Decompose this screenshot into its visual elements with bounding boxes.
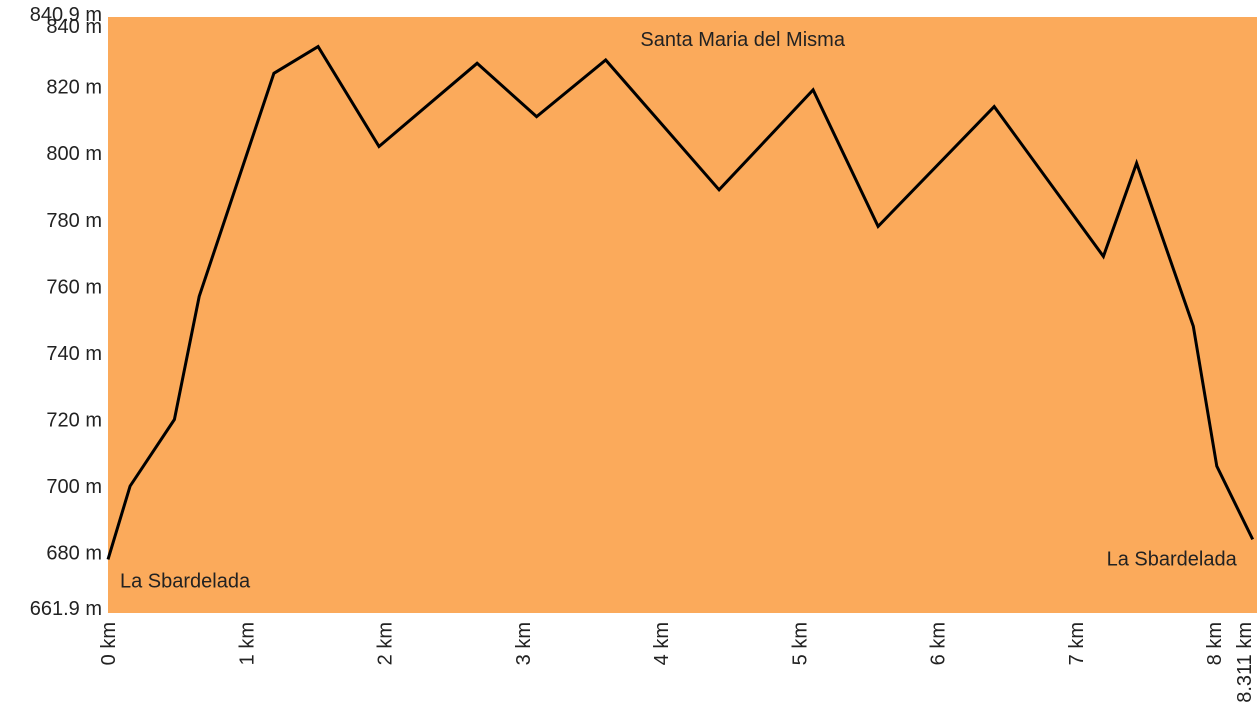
- x-tick-label: 0 km: [98, 622, 120, 665]
- y-tick-label: 680 m: [46, 543, 102, 565]
- place-label: La Sbardelada: [120, 570, 251, 592]
- x-axis-ticks: 0 km 1 km 2 km 3 km 4 km 5 km 6 km 7 km 8 km 8.31…: [98, 622, 1256, 703]
- plot-area: [108, 17, 1257, 613]
- x-tick-label: 4 km: [651, 622, 673, 665]
- y-tick-label: 800 m: [46, 143, 102, 165]
- y-tick-label: 661.9 m: [30, 598, 102, 620]
- x-tick-label: 1 km: [236, 622, 258, 665]
- y-tick-label: 760 m: [46, 276, 102, 298]
- x-tick-label: 6 km: [928, 622, 950, 665]
- y-tick-label: 720 m: [46, 410, 102, 432]
- x-tick-label: 8.311 km: [1234, 622, 1256, 703]
- x-tick-label: 3 km: [513, 622, 535, 665]
- x-tick-label: 2 km: [375, 622, 397, 665]
- place-annotations: La Sbardelada Santa Maria del Misma La Sba…: [120, 29, 1238, 592]
- y-tick-label: 740 m: [46, 343, 102, 365]
- y-tick-label: 840 m: [46, 16, 102, 38]
- x-tick-label: 8 km: [1204, 622, 1226, 665]
- y-tick-label: 840.9 m: [30, 4, 102, 26]
- x-tick-label: 5 km: [789, 622, 811, 665]
- place-label: La Sbardelada: [1107, 548, 1238, 570]
- x-tick-label: 7 km: [1066, 622, 1088, 665]
- y-tick-label: 700 m: [46, 476, 102, 498]
- y-tick-label: 780 m: [46, 210, 102, 232]
- elevation-line: [106, 44, 1255, 560]
- y-tick-label: 820 m: [46, 77, 102, 99]
- place-label: Santa Maria del Misma: [640, 29, 845, 51]
